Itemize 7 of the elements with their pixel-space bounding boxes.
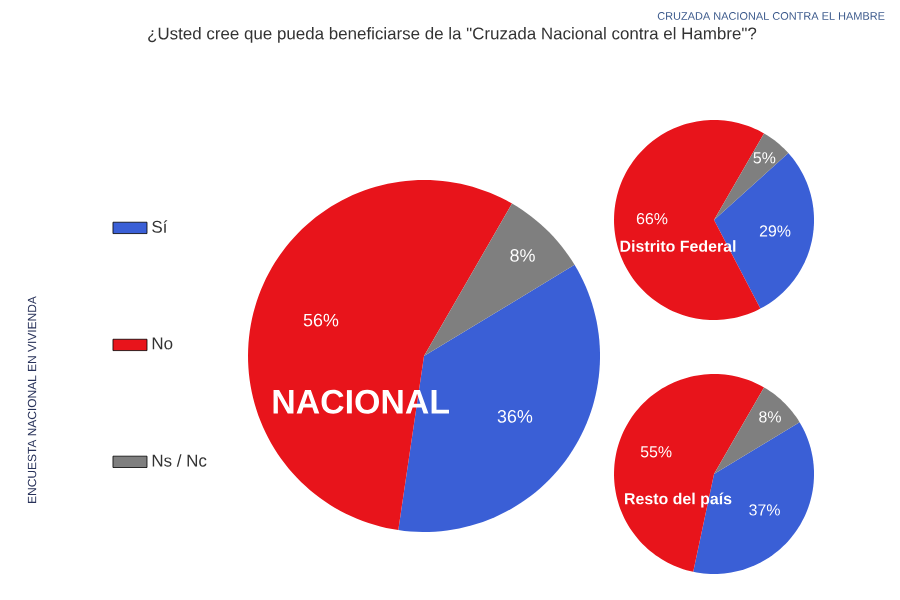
- legend-label: Ns / Nc: [152, 454, 207, 467]
- legend-label: No: [152, 337, 173, 350]
- data-label: 56%: [303, 313, 339, 327]
- data-label: 8%: [510, 249, 535, 262]
- legend-label: Sí: [152, 220, 168, 233]
- text: ¿Usted cree que pueda beneficiarse de la "Cruzada Nacional contra el Hambre"?: [148, 27, 757, 43]
- data-label: 36%: [497, 410, 533, 423]
